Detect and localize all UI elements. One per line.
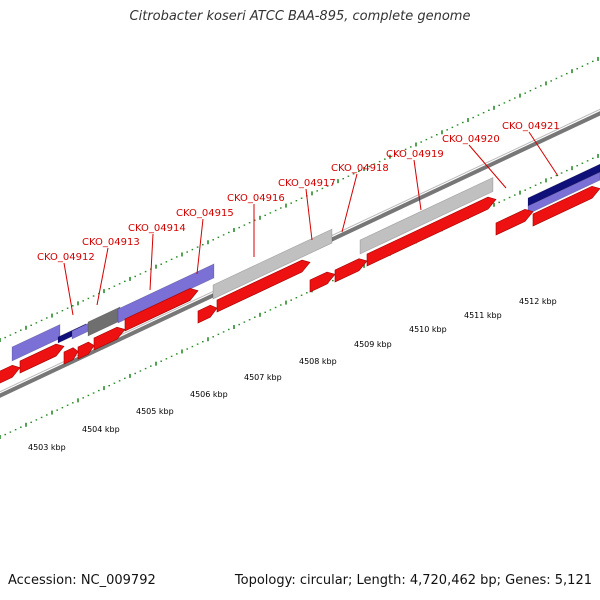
kbp-label: 4504 kbp bbox=[82, 425, 120, 434]
cds-track bbox=[0, 185, 600, 384]
cds-arrow bbox=[124, 288, 199, 332]
gene-label: CKO_04916 bbox=[227, 193, 285, 204]
gene-label: CKO_04913 bbox=[82, 237, 140, 248]
cds-arrow bbox=[366, 196, 497, 267]
gene-label: CKO_04919 bbox=[386, 149, 444, 160]
cds-arrow bbox=[309, 271, 336, 293]
gene-label: CKO_04920 bbox=[442, 134, 500, 145]
kbp-label: 4512 kbp bbox=[519, 297, 557, 306]
feature-block bbox=[71, 322, 91, 340]
cds-arrow bbox=[216, 259, 311, 313]
kbp-label: 4510 kbp bbox=[409, 325, 447, 334]
cds-arrow bbox=[63, 347, 79, 365]
kbp-scale: 4503 kbp 4504 kbp 4505 kbp 4506 kbp 4507 kbp… bbox=[28, 297, 557, 452]
kbp-label: 4509 kbp bbox=[354, 340, 392, 349]
gene-label: CKO_04921 bbox=[502, 121, 560, 132]
cds-arrow bbox=[334, 258, 368, 283]
cds-arrow bbox=[197, 304, 218, 324]
gene-label: CKO_04918 bbox=[331, 163, 389, 174]
genome-summary: Topology: circular; Length: 4,720,462 bp… bbox=[234, 573, 592, 588]
cds-arrow bbox=[495, 209, 534, 236]
gene-leader-line bbox=[96, 247, 109, 306]
feature-block bbox=[212, 228, 333, 300]
kbp-label: 4503 kbp bbox=[28, 443, 66, 452]
gene-leader-line bbox=[413, 159, 422, 211]
cds-arrow bbox=[77, 341, 95, 360]
gene-leader-line bbox=[468, 144, 507, 189]
gene-label: CKO_04912 bbox=[37, 252, 95, 263]
gene-label: CKO_04914 bbox=[128, 223, 186, 234]
feature-block bbox=[359, 177, 494, 255]
gene-leader-line bbox=[341, 173, 358, 233]
kbp-label: 4511 kbp bbox=[464, 311, 502, 320]
kbp-label: 4507 kbp bbox=[244, 373, 282, 382]
feature-track bbox=[11, 163, 600, 362]
cds-arrow bbox=[0, 364, 21, 384]
feature-block bbox=[527, 163, 600, 207]
cds-arrow bbox=[93, 326, 126, 351]
gene-label-layer: CKO_04912 CKO_04913 CKO_04914 CKO_04915 CKO_… bbox=[37, 121, 560, 316]
gene-leader-line bbox=[305, 188, 313, 241]
gene-leader-line bbox=[149, 233, 154, 291]
kbp-label: 4506 kbp bbox=[190, 390, 228, 399]
cds-arrow bbox=[532, 185, 600, 227]
gene-leader-line bbox=[196, 218, 204, 275]
accession-label: Accession: NC_009792 bbox=[8, 573, 156, 588]
gene-leader-line bbox=[63, 262, 74, 316]
cds-arrow bbox=[19, 343, 65, 374]
map-title: Citrobacter koseri ATCC BAA-895, complet… bbox=[129, 9, 471, 24]
gene-label: CKO_04915 bbox=[176, 208, 234, 219]
kbp-label: 4505 kbp bbox=[136, 407, 174, 416]
gene-label: CKO_04917 bbox=[278, 178, 336, 189]
feature-block bbox=[117, 263, 215, 324]
kbp-label: 4508 kbp bbox=[299, 357, 337, 366]
gene-leader-line bbox=[528, 131, 559, 177]
